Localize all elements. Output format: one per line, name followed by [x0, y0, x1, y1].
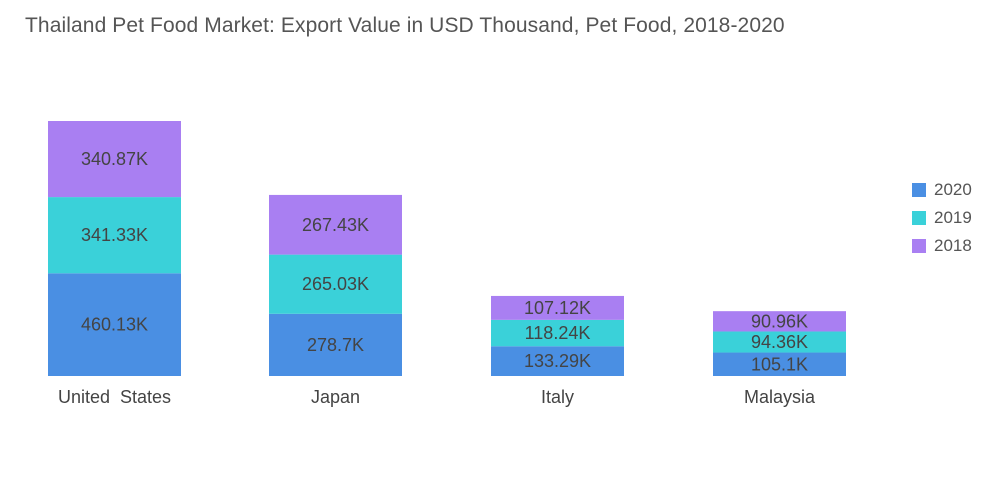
data-label-2019-2: 118.24K [525, 323, 591, 343]
data-label-2020-1: 278.7K [307, 335, 364, 355]
legend: 2020 2019 2018 [912, 176, 972, 260]
bar-2018-1 [269, 194, 402, 255]
bar-2019-2 [491, 319, 624, 347]
category-label-0: United States [58, 387, 171, 407]
legend-label-2018: 2018 [934, 236, 972, 255]
data-label-2018-0: 340.87K [81, 149, 148, 169]
data-label-2019-1: 265.03K [302, 274, 369, 294]
data-label-2019-0: 341.33K [81, 225, 148, 245]
category-label-3: Malaysia [744, 387, 816, 407]
bar-2020-1 [269, 313, 402, 376]
bar-2020-3 [713, 352, 846, 376]
data-label-2020-2: 133.29K [524, 351, 591, 371]
category-label-2: Italy [541, 387, 574, 407]
legend-swatch-2019 [912, 211, 926, 225]
category-label-1: Japan [311, 387, 360, 407]
chart-title: Thailand Pet Food Market: Export Value i… [25, 14, 785, 37]
data-label-2020-3: 105.1K [751, 354, 808, 374]
data-label-2020-0: 460.13K [81, 315, 148, 335]
legend-swatch-2020 [912, 183, 926, 197]
stacked-bar-plot: 460.13K 341.33K 340.87K United States 278.7K… [48, 121, 846, 407]
bar-2020-2 [491, 346, 624, 376]
legend-item-2019: 2019 [912, 204, 972, 232]
data-label-2018-3: 90.96K [751, 311, 808, 331]
data-label-2018-2: 107.12K [524, 298, 591, 318]
data-label-2018-1: 267.43K [302, 215, 369, 235]
bar-2019-0 [48, 197, 181, 274]
legend-label-2019: 2019 [934, 208, 972, 227]
data-label-2019-3: 94.36K [751, 332, 808, 352]
legend-swatch-2018 [912, 239, 926, 253]
bar-2020-0 [48, 273, 181, 376]
legend-item-2020: 2020 [912, 176, 972, 204]
bar-2018-2 [491, 295, 624, 320]
legend-label-2020: 2020 [934, 180, 972, 199]
bar-2019-1 [269, 254, 402, 314]
bar-2018-3 [713, 311, 846, 332]
bar-2019-3 [713, 331, 846, 353]
legend-item-2018: 2018 [912, 232, 972, 260]
bar-2018-0 [48, 121, 181, 198]
